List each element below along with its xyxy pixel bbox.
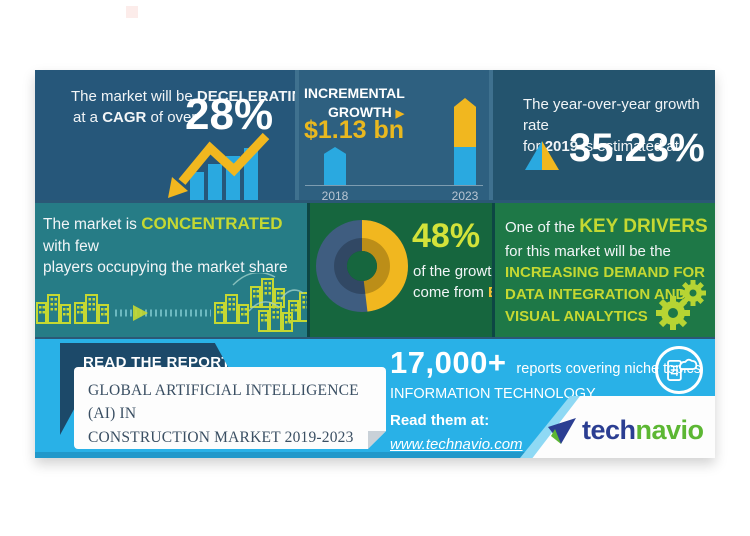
technavio-logo-icon bbox=[548, 417, 576, 444]
panel-key-drivers: One of the KEY DRIVERS for this market w… bbox=[495, 203, 715, 337]
yoy-text-line1: The year-over-year growth rate bbox=[523, 96, 700, 134]
gears-icon bbox=[656, 280, 706, 330]
yoy-text: The year-over-year growth rate for 2019 … bbox=[523, 94, 715, 157]
cloud-reports-badge bbox=[655, 346, 703, 394]
key-drivers-line4: VISUAL ANALYTICS bbox=[505, 307, 648, 325]
cagr-text-line2: at a CAGR of over bbox=[73, 107, 196, 128]
reports-count-row: 17,000+ reports covering niche topics bbox=[390, 345, 701, 381]
concentration-pre: The market is bbox=[43, 216, 142, 233]
emea-text-pre: come from bbox=[413, 284, 489, 301]
chart-baseline bbox=[305, 185, 483, 186]
concentration-post: with few bbox=[43, 237, 99, 255]
key-drivers-line3: DEMAND FOR DATA INTEGRATION AND bbox=[505, 264, 706, 304]
key-drivers-line2-pre: market will be the bbox=[554, 242, 671, 260]
yoy-value: 35.23% bbox=[569, 126, 705, 170]
key-drivers-post: for this bbox=[505, 242, 551, 260]
key-drivers-keyword: KEY DRIVERS bbox=[579, 216, 708, 237]
axis-label-2023: 2023 bbox=[451, 189, 479, 200]
bar-2023 bbox=[454, 98, 476, 185]
reports-count-suffix: reports covering niche topics bbox=[516, 361, 701, 377]
emea-region-label: EMEA bbox=[488, 284, 492, 301]
cagr-text-pre2: at a bbox=[73, 109, 103, 126]
logo-text-navio: navio bbox=[635, 415, 705, 445]
emea-text-line1: of the growth will bbox=[413, 263, 492, 280]
incremental-growth-value: $1.13 bn bbox=[304, 116, 405, 144]
infographic-body: The market will be DECELERATING at a CAG… bbox=[35, 70, 715, 458]
cagr-text-decelerating: DECELERATING bbox=[196, 88, 295, 105]
cagr-text-post2: of over bbox=[146, 109, 197, 126]
reports-stats: 17,000+ reports covering niche topics INF… bbox=[390, 345, 701, 454]
top-row: The market will be DECELERATING at a CAG… bbox=[35, 70, 715, 200]
footer-bottom-strip bbox=[35, 452, 715, 458]
panel-market-concentration: The market is CONCENTRATED with few play… bbox=[35, 203, 307, 337]
cagr-text-cagr: CAGR bbox=[102, 109, 147, 126]
report-title-card: GLOBAL ARTIFICIAL INTELLIGENCE (AI) IN C… bbox=[74, 367, 386, 449]
technavio-url-link[interactable]: www.technavio.com bbox=[390, 436, 523, 453]
folded-corner bbox=[368, 431, 386, 449]
emea-donut-chart bbox=[316, 220, 408, 312]
declining-trend-chart-icon bbox=[168, 132, 270, 200]
incremental-label: INCREMENTAL bbox=[304, 85, 405, 101]
right-arrow-icon: ▶ bbox=[395, 107, 405, 120]
bar-2018 bbox=[324, 147, 346, 185]
yoy-text-year: 2019 bbox=[544, 138, 579, 155]
middle-row: The market is CONCENTRATED with few play… bbox=[35, 203, 715, 337]
footer-band: READ THE REPORT: GLOBAL ARTIFICIAL INTEL… bbox=[35, 339, 715, 458]
category-label: INFORMATION TECHNOLOGY bbox=[390, 386, 596, 402]
yoy-text-pre: for bbox=[523, 138, 545, 155]
concentration-text: The market is CONCENTRATED with few play… bbox=[43, 212, 307, 279]
cloud-report-icon bbox=[667, 358, 698, 381]
city-buildings-icon bbox=[36, 273, 307, 332]
bar-2023-base-segment bbox=[454, 147, 476, 185]
panel-emea-growth: 48% of the growth will come from EMEA bbox=[310, 203, 492, 337]
concentration-keyword: CONCENTRATED bbox=[141, 214, 283, 233]
cagr-text-line1: The market will be DECELERATING bbox=[71, 86, 295, 107]
yoy-text-line2: for 2019 is estimated at bbox=[523, 136, 715, 157]
cagr-value: 28% bbox=[185, 90, 274, 139]
key-drivers-text: One of the KEY DRIVERS for this market w… bbox=[505, 213, 709, 328]
technavio-logo-text: technavio bbox=[582, 415, 704, 446]
report-title-line2: CONSTRUCTION MARKET 2019-2023 bbox=[88, 428, 354, 446]
technavio-logo: technavio bbox=[547, 415, 704, 446]
incremental-growth-title: INCREMENTAL GROWTH ▶ bbox=[304, 84, 405, 122]
report-title-line1: GLOBAL ARTIFICIAL INTELLIGENCE (AI) IN bbox=[88, 382, 359, 423]
logo-text-tech: tech bbox=[582, 415, 636, 445]
panel-incremental-growth: INCREMENTAL GROWTH ▶ $1.13 bn 2018 2023 bbox=[299, 70, 489, 200]
panel-cagr-decelerating: The market will be DECELERATING at a CAG… bbox=[35, 70, 295, 200]
cagr-text-pre: The market will be bbox=[71, 88, 197, 105]
growth-label: GROWTH bbox=[328, 103, 396, 120]
axis-label-2018: 2018 bbox=[321, 189, 349, 200]
red-artifact-dot bbox=[126, 6, 138, 18]
read-them-label: Read them at: bbox=[390, 412, 490, 429]
bar-2023-growth-segment bbox=[454, 98, 476, 147]
growth-triangle-icon bbox=[525, 141, 559, 170]
concentration-line1: The market is CONCENTRATED with few bbox=[43, 212, 307, 257]
key-drivers-increasing: INCREASING bbox=[505, 264, 600, 282]
reports-count: 17,000+ bbox=[390, 345, 507, 380]
key-drivers-pre: One of the bbox=[505, 219, 580, 236]
panel-yoy-growth: The year-over-year growth rate for 2019 … bbox=[493, 70, 715, 200]
concentration-line2: players occupying the market share bbox=[43, 259, 288, 277]
yoy-text-post: is estimated at bbox=[578, 138, 679, 155]
emea-text-line2: come from EMEA bbox=[413, 282, 492, 303]
emea-value: 48% bbox=[412, 217, 481, 255]
